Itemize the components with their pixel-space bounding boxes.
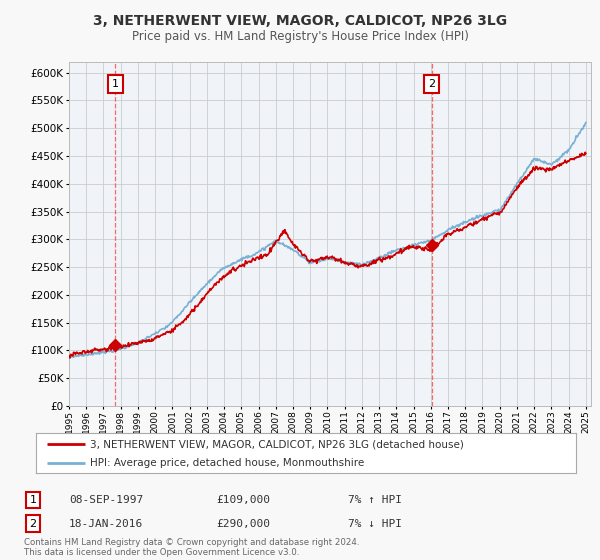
Text: HPI: Average price, detached house, Monmouthshire: HPI: Average price, detached house, Monm… <box>90 458 364 468</box>
Text: 1: 1 <box>29 495 37 505</box>
Text: 7% ↓ HPI: 7% ↓ HPI <box>348 519 402 529</box>
Text: 2: 2 <box>29 519 37 529</box>
Text: Contains HM Land Registry data © Crown copyright and database right 2024.
This d: Contains HM Land Registry data © Crown c… <box>24 538 359 557</box>
Text: £109,000: £109,000 <box>216 495 270 505</box>
Text: 18-JAN-2016: 18-JAN-2016 <box>69 519 143 529</box>
Text: 3, NETHERWENT VIEW, MAGOR, CALDICOT, NP26 3LG (detached house): 3, NETHERWENT VIEW, MAGOR, CALDICOT, NP2… <box>90 439 464 449</box>
Text: 7% ↑ HPI: 7% ↑ HPI <box>348 495 402 505</box>
Text: 2: 2 <box>428 79 435 89</box>
Text: 3, NETHERWENT VIEW, MAGOR, CALDICOT, NP26 3LG: 3, NETHERWENT VIEW, MAGOR, CALDICOT, NP2… <box>93 14 507 28</box>
Text: £290,000: £290,000 <box>216 519 270 529</box>
Text: Price paid vs. HM Land Registry's House Price Index (HPI): Price paid vs. HM Land Registry's House … <box>131 30 469 43</box>
Text: 08-SEP-1997: 08-SEP-1997 <box>69 495 143 505</box>
Text: 1: 1 <box>112 79 119 89</box>
